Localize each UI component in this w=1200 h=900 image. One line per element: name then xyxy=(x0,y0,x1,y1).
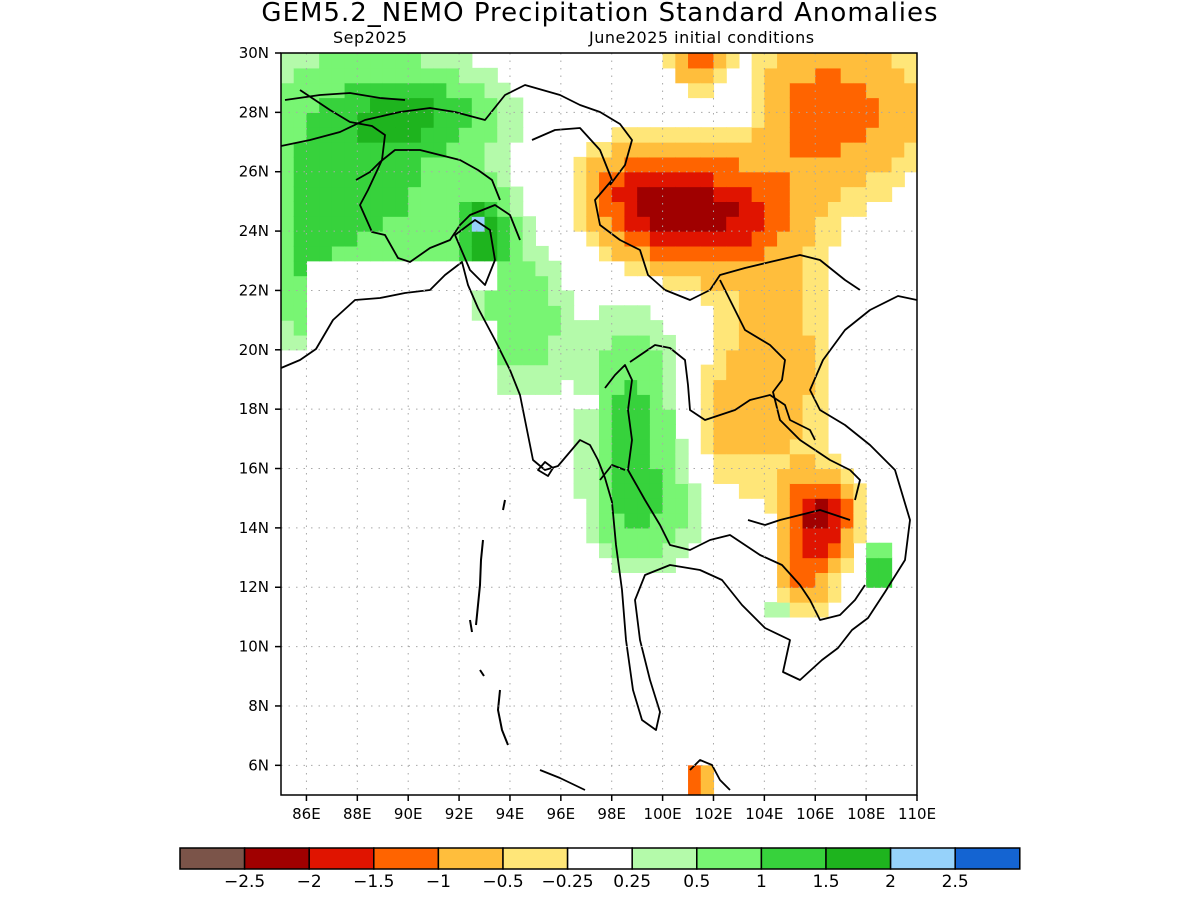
graticule xyxy=(281,53,917,795)
legend-label: 2.5 xyxy=(942,872,969,892)
andaman-nicobar-islands xyxy=(469,499,509,746)
legend-swatch xyxy=(243,847,310,870)
lon-tick-label: 102E xyxy=(694,805,732,823)
legend-label: 2 xyxy=(885,872,896,892)
lon-tick-label: 86E xyxy=(292,805,321,823)
legend-label: −0.5 xyxy=(482,872,523,892)
legend-swatch xyxy=(437,847,504,870)
legend-label: −1 xyxy=(426,872,451,892)
lon-tick-label: 98E xyxy=(597,805,626,823)
lon-tick-label: 106E xyxy=(796,805,834,823)
legend-label: 1 xyxy=(756,872,767,892)
lat-tick-label: 8N xyxy=(248,697,269,715)
lon-tick-label: 110E xyxy=(898,805,936,823)
legend-swatch xyxy=(631,847,698,870)
lon-tick-label: 108E xyxy=(847,805,885,823)
forecast-month: Sep2025 xyxy=(333,28,408,47)
legend-label: −1.5 xyxy=(353,872,394,892)
legend-swatch xyxy=(825,847,892,870)
lat-tick-label: 20N xyxy=(239,341,269,359)
lon-tick-label: 92E xyxy=(445,805,474,823)
legend-swatch xyxy=(954,847,1021,870)
legend-label: −2 xyxy=(297,872,322,892)
legend-label: 0.5 xyxy=(683,872,710,892)
lat-tick-label: 28N xyxy=(239,103,269,121)
lon-tick-label: 96E xyxy=(547,805,576,823)
plot-frame xyxy=(280,52,918,796)
lon-tick-label: 100E xyxy=(644,805,682,823)
lat-tick-label: 12N xyxy=(239,578,269,596)
lat-tick-label: 24N xyxy=(239,222,269,240)
legend-swatch xyxy=(760,847,827,870)
lat-tick-label: 10N xyxy=(239,638,269,656)
lon-tick-label: 104E xyxy=(745,805,783,823)
legend-label: −2.5 xyxy=(224,872,265,892)
legend-label: 0.25 xyxy=(613,872,651,892)
legend-swatch xyxy=(179,847,246,870)
map-title: GEM5.2_NEMO Precipitation Standard Anoma… xyxy=(261,0,939,28)
color-legend: −2.5 −2 −1.5 −1 −0.5 −0.25 0.25 0.5 1 1.5 2 2.5 xyxy=(179,847,1021,892)
lat-tick-label: 14N xyxy=(239,519,269,537)
lon-tick-label: 88E xyxy=(343,805,372,823)
lat-tick-label: 30N xyxy=(239,44,269,62)
lat-tick-label: 6N xyxy=(248,756,269,774)
legend-swatch xyxy=(696,847,763,870)
lat-tick-label: 26N xyxy=(239,163,269,181)
legend-swatch xyxy=(566,847,633,870)
axis-ticks: 30N 28N 26N 24N 22N 20N 18N 16N 14N 12N 10N 8N 6N 86E… xyxy=(239,44,936,823)
initial-conditions: June2025 initial conditions xyxy=(589,28,815,47)
legend-swatch xyxy=(308,847,375,870)
lat-tick-label: 18N xyxy=(239,400,269,418)
legend-swatch xyxy=(373,847,440,870)
legend-swatch xyxy=(502,847,569,870)
legend-swatch xyxy=(889,847,956,870)
lat-tick-label: 22N xyxy=(239,281,269,299)
lon-tick-label: 90E xyxy=(394,805,423,823)
legend-label: −0.25 xyxy=(542,872,594,892)
lat-tick-label: 16N xyxy=(239,460,269,478)
legend-label: 1.5 xyxy=(812,872,839,892)
lon-tick-label: 94E xyxy=(496,805,525,823)
